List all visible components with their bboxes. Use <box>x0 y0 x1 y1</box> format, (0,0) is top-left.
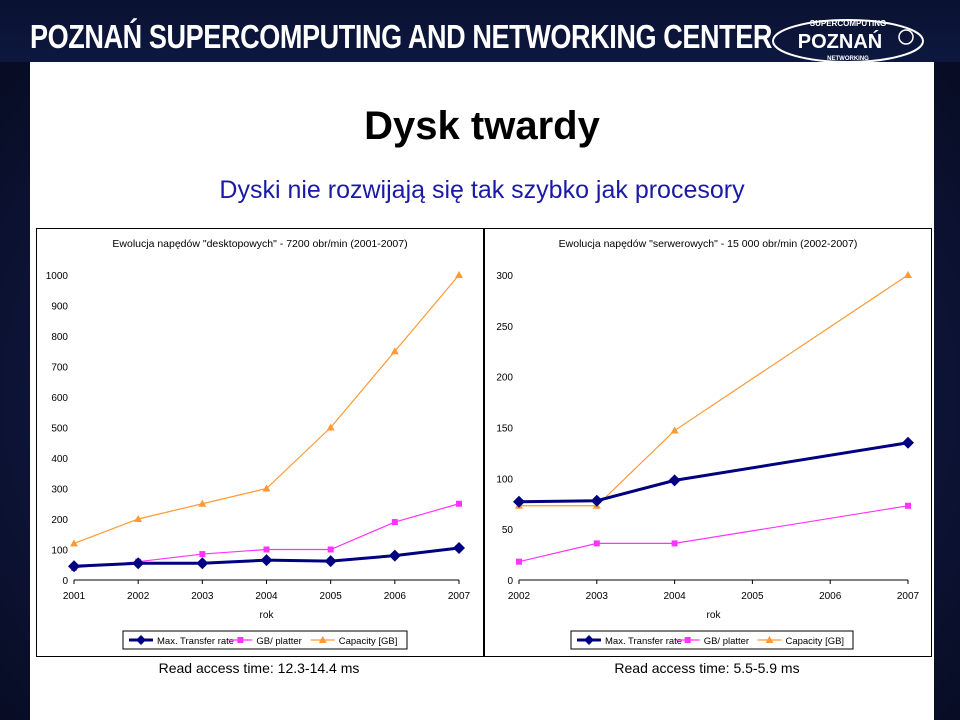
data-point-transfer <box>590 494 603 507</box>
x-tick-label: 2006 <box>819 591 842 602</box>
x-tick-label: 2005 <box>741 591 764 602</box>
data-point-transfer <box>68 560 80 573</box>
series-line-platter <box>518 505 909 563</box>
chart-server-svg: Ewolucja napędów "serwerowych" - 15 000 … <box>496 238 920 650</box>
chart-title: Ewolucja napędów "serwerowych" - 15 000 … <box>559 238 858 250</box>
legend-label-platter: GB/ platter <box>704 636 749 647</box>
legend-label-transfer: Max. Transfer rate <box>605 636 682 647</box>
data-point-capacity <box>390 347 399 355</box>
y-tick-label: 200 <box>51 515 68 526</box>
data-point-platter <box>263 546 270 553</box>
legend-marker-transfer <box>136 635 146 645</box>
logo-main-text: POZNAŃ <box>798 30 882 53</box>
x-tick-label: 2003 <box>191 591 214 602</box>
org-name: POZNAŃ SUPERCOMPUTING AND NETWORKING CEN… <box>30 18 773 55</box>
chart-server: Ewolucja napędów "serwerowych" - 15 000 … <box>484 228 932 657</box>
x-tick-label: 2002 <box>508 591 531 602</box>
legend-box <box>122 630 408 650</box>
y-tick-label: 150 <box>496 424 513 435</box>
data-point-platter <box>391 519 398 526</box>
legend-marker-platter <box>684 637 691 643</box>
note-server: Read access time: 5.5-5.9 ms <box>614 660 800 676</box>
y-tick-label: 700 <box>51 363 68 374</box>
x-tick-label: 2003 <box>586 591 609 602</box>
x-tick-label: 2004 <box>663 591 686 602</box>
data-point-transfer <box>513 495 525 508</box>
x-tick-label: 2002 <box>127 591 150 602</box>
y-tick-label: 800 <box>51 332 68 343</box>
x-axis-label: rok <box>260 610 275 621</box>
legend-marker-capacity <box>318 636 327 643</box>
logo-top-text: SUPERCOMPUTING <box>810 19 886 28</box>
x-axis-label: rok <box>707 610 722 621</box>
x-tick-label: 2006 <box>384 591 407 602</box>
data-point-transfer <box>196 557 209 570</box>
legend-label-capacity: Capacity [GB] <box>785 636 844 647</box>
x-tick-label: 2007 <box>448 591 471 602</box>
y-tick-label: 100 <box>496 474 513 485</box>
y-tick-label: 100 <box>51 546 68 557</box>
y-tick-label: 50 <box>502 525 514 536</box>
legend-label-capacity: Capacity [GB] <box>339 636 398 647</box>
data-point-transfer <box>453 541 465 554</box>
y-tick-label: 900 <box>51 302 68 313</box>
data-point-capacity <box>70 539 78 547</box>
globe-icon <box>898 29 914 45</box>
legend-marker-transfer <box>584 635 594 645</box>
note-desktop: Read access time: 12.3-14.4 ms <box>158 660 360 676</box>
data-point-capacity <box>134 515 143 522</box>
data-point-capacity <box>326 423 335 431</box>
data-point-transfer <box>668 474 681 487</box>
x-tick-label: 2007 <box>897 591 920 602</box>
legend-box <box>570 630 854 650</box>
chart-desktop-svg: Ewolucja napędów "desktopowych" - 7200 o… <box>46 238 471 650</box>
data-point-platter <box>905 502 911 509</box>
data-point-platter <box>593 540 600 547</box>
data-point-transfer <box>388 549 401 562</box>
y-tick-label: 500 <box>51 424 68 435</box>
y-tick-label: 250 <box>496 322 513 333</box>
x-tick-label: 2001 <box>63 591 86 602</box>
psnc-logo: SUPERCOMPUTING POZNAŃ NETWORKING <box>772 19 924 63</box>
y-tick-label: 1000 <box>46 271 69 282</box>
y-tick-label: 300 <box>51 485 68 496</box>
data-point-capacity <box>904 271 912 278</box>
data-point-transfer <box>132 557 145 570</box>
data-point-capacity <box>262 484 271 492</box>
data-point-platter <box>671 540 678 547</box>
legend-marker-platter <box>237 637 244 643</box>
legend-marker-capacity <box>765 636 774 643</box>
x-tick-label: 2004 <box>255 591 278 602</box>
series-line-transfer <box>518 441 909 504</box>
data-point-capacity <box>455 271 463 278</box>
data-point-platter <box>516 558 522 565</box>
legend-label-platter: GB/ platter <box>256 636 301 647</box>
series-line-capacity <box>519 274 909 507</box>
series-line-capacity <box>73 274 460 544</box>
slide-subtitle: Dyski nie rozwijają się tak szybko jak p… <box>219 176 745 204</box>
logo-bottom-text: NETWORKING <box>827 56 869 62</box>
y-tick-label: 0 <box>62 576 68 587</box>
data-point-transfer <box>902 436 914 449</box>
y-tick-label: 200 <box>496 373 513 384</box>
data-point-platter <box>199 551 206 558</box>
x-tick-label: 2005 <box>320 591 343 602</box>
data-point-transfer <box>324 555 337 568</box>
chart-desktop: Ewolucja napędów "desktopowych" - 7200 o… <box>36 228 484 657</box>
legend-label-transfer: Max. Transfer rate <box>157 636 234 647</box>
y-tick-label: 600 <box>51 393 68 404</box>
y-tick-label: 400 <box>51 454 68 465</box>
data-point-transfer <box>260 554 273 567</box>
data-point-platter <box>327 546 334 553</box>
y-tick-label: 300 <box>496 271 513 282</box>
chart-title: Ewolucja napędów "desktopowych" - 7200 o… <box>112 238 407 250</box>
slide-title: Dysk twardy <box>364 104 600 148</box>
data-point-capacity <box>670 426 679 434</box>
y-tick-label: 0 <box>507 576 513 587</box>
data-point-platter <box>456 500 462 507</box>
header-bar: POZNAŃ SUPERCOMPUTING AND NETWORKING CEN… <box>0 0 960 62</box>
data-point-capacity <box>198 499 207 507</box>
